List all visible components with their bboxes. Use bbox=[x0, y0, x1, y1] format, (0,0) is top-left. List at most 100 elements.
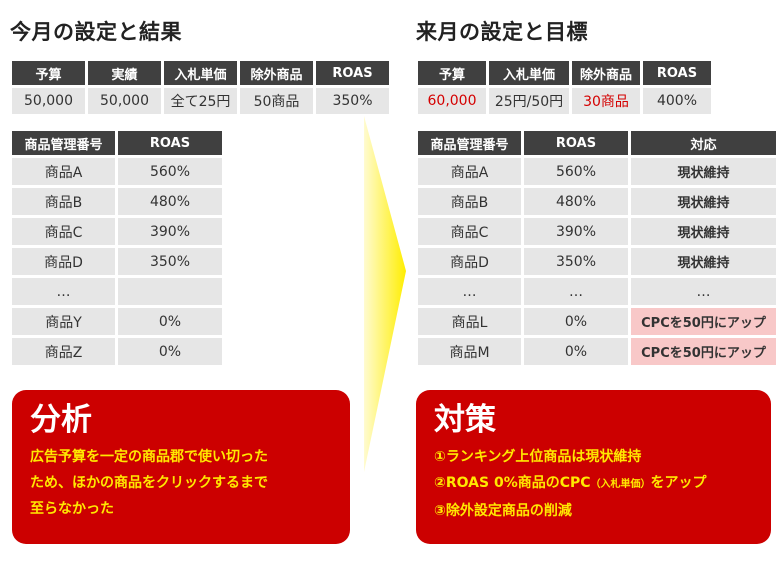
next-products-table: 商品管理番号 ROAS 対応 商品A 560% 現状維持 商品B 480% 現状… bbox=[415, 128, 779, 368]
header-bid-price: 入札単価 bbox=[489, 61, 569, 85]
value-excluded-products: 30商品 bbox=[572, 88, 640, 114]
table-row: 商品D 350% bbox=[12, 248, 222, 275]
product-roas: 350% bbox=[118, 248, 222, 275]
next-products-header-row: 商品管理番号 ROAS 対応 bbox=[418, 131, 776, 155]
product-roas bbox=[118, 278, 222, 305]
header-bid-price: 入札単価 bbox=[164, 61, 237, 85]
product-action: 現状維持 bbox=[631, 218, 776, 245]
measure-line: ③除外設定商品の削減 bbox=[434, 503, 572, 519]
measure-line-text: をアップ bbox=[650, 475, 707, 491]
table-row: 商品B 480% bbox=[12, 188, 222, 215]
product-roas: 0% bbox=[524, 338, 628, 365]
analysis-line: 広告予算を一定の商品郡で使い切った bbox=[30, 449, 268, 465]
value-actual: 50,000 bbox=[88, 88, 161, 114]
value-excluded-products: 50商品 bbox=[240, 88, 313, 114]
product-id: 商品B bbox=[12, 188, 115, 215]
current-settings-header-row: 予算 実績 入札単価 除外商品 ROAS bbox=[12, 61, 389, 85]
table-row: 商品B 480% 現状維持 bbox=[418, 188, 776, 215]
current-products-header-row: 商品管理番号 ROAS bbox=[12, 131, 222, 155]
product-roas: 480% bbox=[118, 188, 222, 215]
product-roas: 390% bbox=[118, 218, 222, 245]
product-id: 商品C bbox=[12, 218, 115, 245]
value-bid-price: 25円/50円 bbox=[489, 88, 569, 114]
measures-heading: 対策 bbox=[434, 402, 496, 438]
product-id: 商品A bbox=[418, 158, 521, 185]
analysis-text: 広告予算を一定の商品郡で使い切った ため、ほかの商品をクリックするまで 至らなか… bbox=[30, 444, 332, 522]
product-action: 現状維持 bbox=[631, 188, 776, 215]
header-budget: 予算 bbox=[12, 61, 85, 85]
product-id: 商品Z bbox=[12, 338, 115, 365]
header-roas: ROAS bbox=[643, 61, 711, 85]
table-row: 商品A 560% bbox=[12, 158, 222, 185]
header-product-id: 商品管理番号 bbox=[418, 131, 521, 155]
product-id: 商品B bbox=[418, 188, 521, 215]
next-month-title: 来月の設定と目標 bbox=[416, 20, 588, 44]
table-row: 商品Y 0% bbox=[12, 308, 222, 335]
measures-text: ①ランキング上位商品は現状維持 ②ROAS 0%商品のCPC（入札単価）をアップ… bbox=[434, 444, 753, 524]
next-settings-value-row: 60,000 25円/50円 30商品 400% bbox=[418, 88, 711, 114]
product-id: 商品D bbox=[418, 248, 521, 275]
product-id: 商品A bbox=[12, 158, 115, 185]
current-month-title: 今月の設定と結果 bbox=[10, 20, 182, 44]
product-roas: 560% bbox=[524, 158, 628, 185]
header-budget: 予算 bbox=[418, 61, 486, 85]
product-roas: 480% bbox=[524, 188, 628, 215]
measure-line-note: （入札単価） bbox=[590, 479, 651, 490]
table-row: 商品Z 0% bbox=[12, 338, 222, 365]
analysis-box: 分析 広告予算を一定の商品郡で使い切った ため、ほかの商品をクリックするまで 至… bbox=[12, 390, 350, 544]
table-row: … bbox=[12, 278, 222, 305]
product-action: CPCを50円にアップ bbox=[631, 338, 776, 365]
current-products-table: 商品管理番号 ROAS 商品A 560% 商品B 480% 商品C 390% 商… bbox=[9, 128, 225, 368]
analysis-line: ため、ほかの商品をクリックするまで bbox=[30, 475, 268, 491]
header-action: 対応 bbox=[631, 131, 776, 155]
current-settings-table: 予算 実績 入札単価 除外商品 ROAS 50,000 50,000 全て25円… bbox=[9, 58, 392, 117]
value-bid-price: 全て25円 bbox=[164, 88, 237, 114]
value-budget: 60,000 bbox=[418, 88, 486, 114]
product-action: … bbox=[631, 278, 776, 305]
product-action: 現状維持 bbox=[631, 158, 776, 185]
product-id: 商品L bbox=[418, 308, 521, 335]
product-id: 商品Y bbox=[12, 308, 115, 335]
analysis-line: 至らなかった bbox=[30, 501, 114, 517]
product-id: … bbox=[418, 278, 521, 305]
product-roas: … bbox=[524, 278, 628, 305]
measure-line: ①ランキング上位商品は現状維持 bbox=[434, 449, 642, 465]
table-row: 商品C 390% bbox=[12, 218, 222, 245]
table-row: 商品D 350% 現状維持 bbox=[418, 248, 776, 275]
product-id: … bbox=[12, 278, 115, 305]
header-roas: ROAS bbox=[316, 61, 389, 85]
header-product-id: 商品管理番号 bbox=[12, 131, 115, 155]
product-roas: 350% bbox=[524, 248, 628, 275]
table-row: … … … bbox=[418, 278, 776, 305]
header-roas: ROAS bbox=[524, 131, 628, 155]
measure-line: ②ROAS 0%商品のCPC（入札単価）をアップ bbox=[434, 470, 753, 498]
next-settings-header-row: 予算 入札単価 除外商品 ROAS bbox=[418, 61, 711, 85]
header-excluded-products: 除外商品 bbox=[572, 61, 640, 85]
analysis-heading: 分析 bbox=[30, 402, 92, 438]
product-id: 商品D bbox=[12, 248, 115, 275]
table-row: 商品L 0% CPCを50円にアップ bbox=[418, 308, 776, 335]
product-roas: 390% bbox=[524, 218, 628, 245]
next-settings-table: 予算 入札単価 除外商品 ROAS 60,000 25円/50円 30商品 40… bbox=[415, 58, 714, 117]
table-row: 商品A 560% 現状維持 bbox=[418, 158, 776, 185]
measure-line-text: ②ROAS 0%商品のCPC bbox=[434, 475, 591, 491]
header-actual: 実績 bbox=[88, 61, 161, 85]
product-roas: 0% bbox=[118, 338, 222, 365]
product-action: CPCを50円にアップ bbox=[631, 308, 776, 335]
triangle-arrow-right-icon bbox=[364, 116, 406, 472]
product-roas: 0% bbox=[524, 308, 628, 335]
table-row: 商品C 390% 現状維持 bbox=[418, 218, 776, 245]
product-action: 現状維持 bbox=[631, 248, 776, 275]
value-budget: 50,000 bbox=[12, 88, 85, 114]
header-excluded-products: 除外商品 bbox=[240, 61, 313, 85]
header-roas: ROAS bbox=[118, 131, 222, 155]
current-settings-value-row: 50,000 50,000 全て25円 50商品 350% bbox=[12, 88, 389, 114]
value-roas: 350% bbox=[316, 88, 389, 114]
measures-box: 対策 ①ランキング上位商品は現状維持 ②ROAS 0%商品のCPC（入札単価）を… bbox=[416, 390, 771, 544]
product-id: 商品C bbox=[418, 218, 521, 245]
product-id: 商品M bbox=[418, 338, 521, 365]
value-roas: 400% bbox=[643, 88, 711, 114]
product-roas: 0% bbox=[118, 308, 222, 335]
table-row: 商品M 0% CPCを50円にアップ bbox=[418, 338, 776, 365]
product-roas: 560% bbox=[118, 158, 222, 185]
